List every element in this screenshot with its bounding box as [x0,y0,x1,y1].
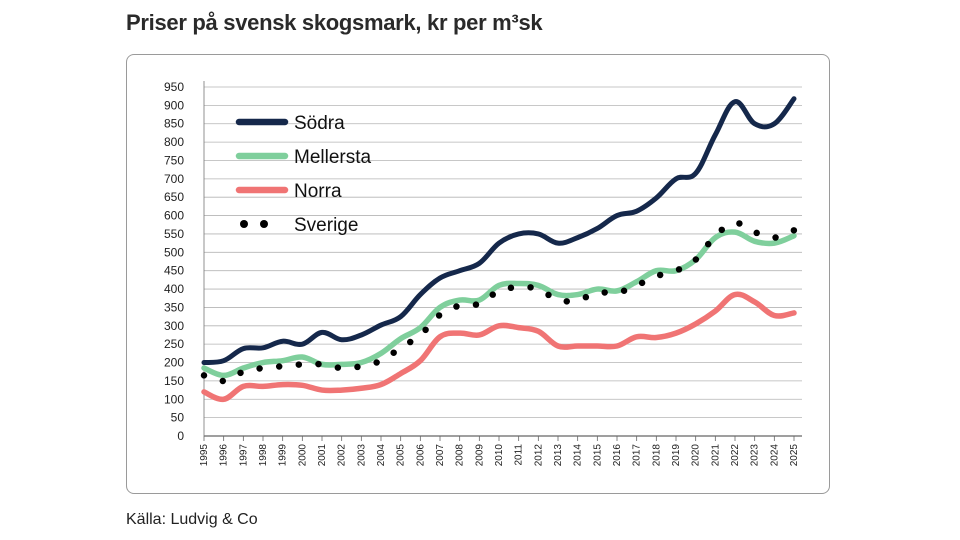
y-tick-label: 600 [164,209,184,223]
y-tick-label: 250 [164,337,184,351]
x-tick-label: 2019 [671,444,682,467]
chart-title: Priser på svensk skogsmark, kr per m³sk [126,10,543,35]
legend-label-sverige: Sverige [294,215,358,236]
y-tick-label: 650 [164,190,184,204]
x-tick-label: 1997 [238,444,249,467]
y-tick-label: 950 [164,80,184,94]
y-tick-label: 550 [164,227,184,241]
legend-label-s-dra: Södra [294,113,345,134]
x-axis-ticks: 1995 1996 1997 1998 1999 2000 2001 2002 2003 2004… [199,436,800,466]
y-tick-label: 200 [164,356,184,370]
legend-marker-sverige [260,220,268,228]
x-tick-label: 2005 [396,444,407,467]
x-tick-label: 2007 [435,444,446,467]
x-tick-label: 2012 [533,444,544,467]
x-tick-label: 2010 [494,444,505,467]
series-line-norra [201,291,797,403]
y-tick-label: 450 [164,264,184,278]
x-tick-label: 2020 [691,444,702,467]
x-tick-label: 2009 [474,444,485,467]
x-tick-label: 2006 [415,444,426,467]
x-tick-label: 2013 [553,444,564,467]
x-tick-label: 2008 [455,444,466,467]
x-tick-label: 2017 [632,444,643,467]
legend: Södra Mellersta Norra Sverige [235,113,372,236]
x-tick-label: 2021 [710,444,721,467]
x-tick-label: 2003 [356,444,367,467]
y-tick-label: 900 [164,98,184,112]
series-line-sverige [200,219,798,385]
line-chart: 0 50 100 150 200 250 300 350 400 450 500 550 600 650 7… [164,80,802,466]
series-line-s-dra [201,96,797,366]
y-tick-label: 400 [164,282,184,296]
x-tick-label: 2016 [612,444,623,467]
x-tick-label: 2024 [769,444,780,467]
x-tick-label: 2011 [514,444,525,466]
y-tick-label: 850 [164,117,184,131]
x-tick-label: 1999 [278,444,289,467]
x-tick-label: 2023 [750,444,761,467]
y-tick-label: 100 [164,392,184,406]
x-tick-label: 1995 [199,444,210,467]
x-tick-label: 2014 [573,444,584,467]
source-note: Källa: Ludvig & Co [126,511,258,528]
y-tick-label: 150 [164,374,184,388]
y-tick-label: 500 [164,245,184,259]
x-tick-label: 2015 [592,444,603,467]
x-tick-label: 1998 [258,444,269,467]
legend-label-norra: Norra [294,181,342,202]
x-tick-label: 2018 [651,444,662,467]
x-tick-label: 2004 [376,444,387,467]
x-tick-label: 2000 [297,444,308,467]
y-tick-label: 50 [171,411,185,425]
y-tick-label: 0 [177,429,184,443]
y-tick-label: 750 [164,153,184,167]
series-lines [200,96,798,403]
series-line-mellersta [201,229,797,379]
x-tick-label: 2022 [730,444,741,467]
legend-marker-sverige [240,220,248,228]
y-tick-label: 800 [164,135,184,149]
y-tick-label: 700 [164,172,184,186]
y-tick-label: 350 [164,300,184,314]
legend-label-mellersta: Mellersta [294,147,372,168]
y-axis-ticks: 0 50 100 150 200 250 300 350 400 450 500 550 600 650 7… [164,80,184,443]
x-tick-label: 2001 [317,444,328,467]
x-tick-label: 2002 [337,444,348,467]
chart-card: 0 50 100 150 200 250 300 350 400 450 500 550 600 650 7… [126,54,830,494]
x-tick-label: 1996 [219,444,230,467]
x-tick-label: 2025 [789,444,800,467]
y-tick-label: 300 [164,319,184,333]
